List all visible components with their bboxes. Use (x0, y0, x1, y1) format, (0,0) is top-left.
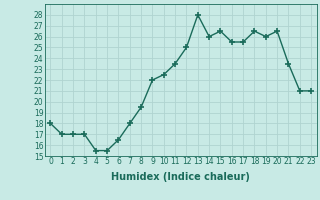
X-axis label: Humidex (Indice chaleur): Humidex (Indice chaleur) (111, 172, 250, 182)
